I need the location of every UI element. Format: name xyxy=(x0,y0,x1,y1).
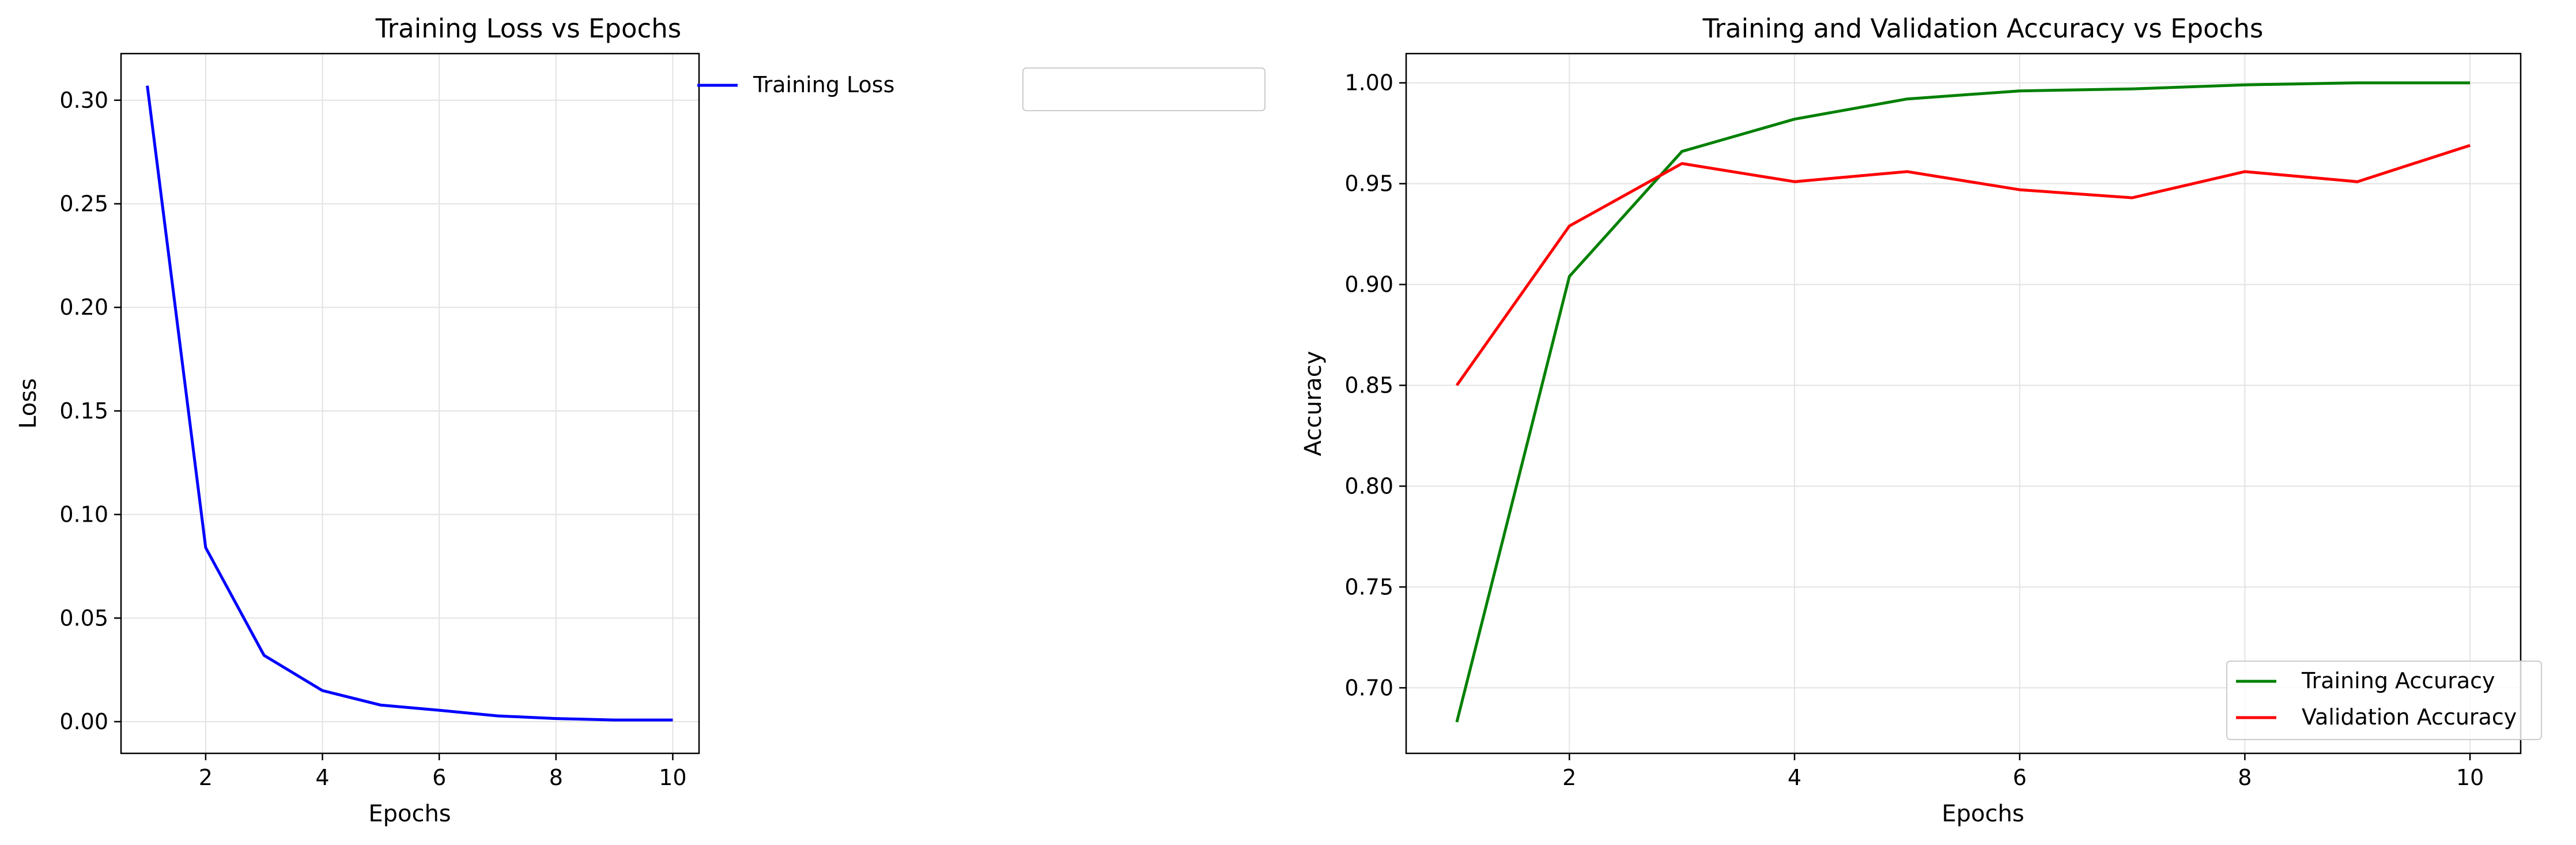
accuracy-y-tick-label: 0.90 xyxy=(1344,272,1393,297)
training-accuracy-line xyxy=(1455,81,2471,723)
loss-y-tick-label: 0.00 xyxy=(59,709,108,734)
accuracy-legend-label-validation: Validation Accuracy xyxy=(2302,704,2517,730)
loss-y-tick-label: 0.20 xyxy=(59,295,108,320)
accuracy-chart: Training and Validation Accuracy vs Epoc… xyxy=(1300,13,2542,827)
loss-y-tick-label: 0.25 xyxy=(59,191,108,217)
accuracy-x-tick-label: 6 xyxy=(2013,765,2027,790)
loss-y-tick-label: 0.05 xyxy=(59,605,108,631)
accuracy-grid xyxy=(1406,54,2521,753)
loss-chart-title: Training Loss vs Epochs xyxy=(375,13,682,44)
accuracy-chart-title: Training and Validation Accuracy vs Epoc… xyxy=(1702,13,2264,44)
loss-x-tick-label: 4 xyxy=(315,765,329,790)
loss-legend: Training Loss xyxy=(697,67,1266,111)
loss-x-axis-label: Epochs xyxy=(368,801,451,827)
loss-legend-box xyxy=(1022,67,1266,111)
accuracy-y-tick-label: 0.75 xyxy=(1344,574,1393,599)
validation-accuracy-line xyxy=(1455,144,2471,386)
accuracy-plot-frame xyxy=(1405,52,2522,755)
loss-x-tick-label: 8 xyxy=(549,765,563,790)
loss-x-tick-label: 6 xyxy=(432,765,446,790)
accuracy-legend-box xyxy=(2226,661,2542,740)
loss-y-tick-label: 0.30 xyxy=(59,88,108,113)
accuracy-y-axis-label: Accuracy xyxy=(1300,351,1327,457)
accuracy-x-tick-label: 10 xyxy=(2456,765,2484,790)
loss-y-axis-label: Loss xyxy=(15,378,41,429)
accuracy-y-tick-label: 0.70 xyxy=(1344,675,1393,700)
loss-x-tick-label: 10 xyxy=(659,765,686,790)
loss-y-tick-label: 0.15 xyxy=(59,398,108,424)
accuracy-x-axis-label: Epochs xyxy=(1942,801,2024,827)
training-loss-line xyxy=(146,85,673,722)
loss-grid xyxy=(121,54,699,753)
loss-series-lines xyxy=(146,85,673,722)
loss-legend-label: Training Loss xyxy=(753,72,894,97)
accuracy-y-tick-label: 0.80 xyxy=(1344,473,1393,499)
accuracy-legend-label-training: Training Accuracy xyxy=(2301,668,2495,693)
accuracy-x-tick-label: 4 xyxy=(1788,765,1801,790)
accuracy-x-ticks: 2 4 6 8 10 xyxy=(1562,753,2484,790)
loss-chart: Training Loss vs Epochs 2 4 6 8 10 0.000.050… xyxy=(15,13,1266,827)
accuracy-y-tick-label: 1.00 xyxy=(1344,70,1393,96)
accuracy-x-tick-label: 8 xyxy=(2238,765,2252,790)
loss-x-tick-label: 2 xyxy=(199,765,213,790)
accuracy-legend: Training Accuracy Validation Accuracy xyxy=(2226,661,2542,740)
loss-plot-frame xyxy=(120,52,700,755)
accuracy-y-tick-label: 0.95 xyxy=(1344,171,1393,197)
loss-y-tick-label: 0.10 xyxy=(59,502,108,527)
loss-y-ticks: 0.00 0.05 0.10 0.15 0.20 0.25 0.30 xyxy=(59,88,121,734)
accuracy-x-tick-label: 2 xyxy=(1562,765,1576,790)
loss-x-ticks: 2 4 6 8 10 xyxy=(199,753,687,790)
accuracy-y-ticks: 0.70 0.75 0.80 0.85 0.90 0.95 1.00 xyxy=(1344,70,1406,700)
accuracy-series-lines xyxy=(1455,81,2471,723)
accuracy-y-tick-label: 0.85 xyxy=(1344,373,1393,398)
